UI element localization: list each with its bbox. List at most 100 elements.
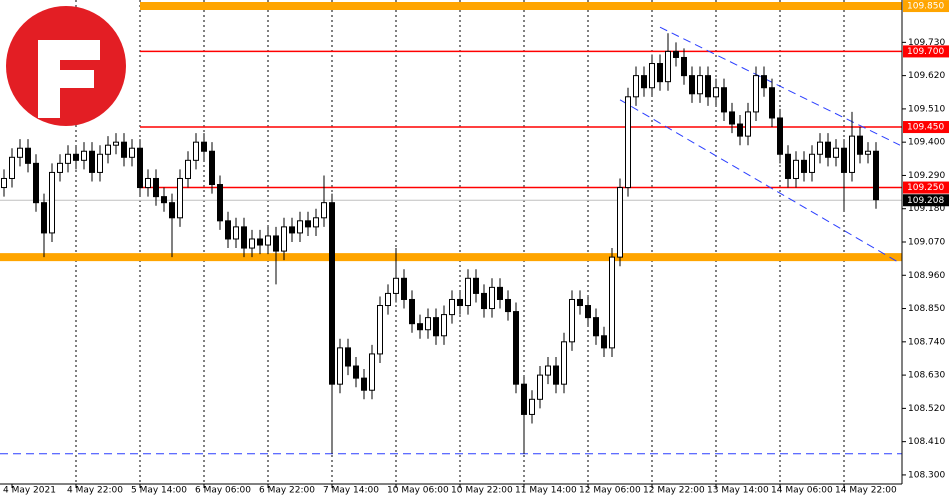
current-price-box <box>903 194 949 207</box>
candle-body <box>321 202 327 219</box>
candle-body <box>345 347 351 367</box>
candle-body <box>769 87 775 119</box>
candle-body <box>473 277 479 294</box>
candle-body <box>601 335 607 349</box>
candle-body <box>609 256 615 349</box>
level-label: 109.250 <box>907 183 944 193</box>
candle-body <box>745 111 751 137</box>
candle-body <box>849 135 855 173</box>
candle-body <box>201 141 207 152</box>
candle-body <box>873 150 879 201</box>
candle-body <box>793 159 799 179</box>
candle-body <box>697 75 703 95</box>
candle-body <box>281 226 287 252</box>
candle-body <box>489 286 495 310</box>
candle-body <box>145 177 151 189</box>
candle-body <box>801 159 807 173</box>
candle-body <box>441 314 447 337</box>
x-tick-label: 11 May 14:00 <box>515 486 577 496</box>
candle-body <box>297 220 303 234</box>
candle-body <box>785 153 791 179</box>
candle-body <box>825 141 831 158</box>
candle-body <box>465 277 471 307</box>
y-tick-label: 108.740 <box>908 337 945 347</box>
candle-body <box>729 111 735 125</box>
candle-body <box>857 135 863 155</box>
x-tick-label: 12 May 06:00 <box>579 486 641 496</box>
candle-body <box>17 147 23 158</box>
candle-body <box>57 162 63 173</box>
candle-body <box>593 317 599 337</box>
candle-body <box>521 383 527 415</box>
candle-body <box>409 298 415 325</box>
level-label-box <box>903 0 949 13</box>
candle-body <box>353 365 359 379</box>
candle-body <box>753 75 759 113</box>
candle-body <box>537 374 543 400</box>
level-label-box <box>903 45 949 58</box>
candle-body <box>193 141 199 161</box>
candle-body <box>305 220 311 228</box>
candle-body <box>25 147 31 164</box>
y-tick-label: 109.070 <box>908 238 945 248</box>
y-tick-label: 109.400 <box>908 138 945 148</box>
candle-body <box>513 311 519 385</box>
y-tick-label: 109.620 <box>908 71 945 81</box>
y-tick-label: 108.850 <box>908 304 945 314</box>
candle-body <box>361 377 367 391</box>
candle-body <box>713 87 719 98</box>
y-tick-label: 108.520 <box>908 404 945 414</box>
candle-body <box>529 398 535 415</box>
candle-body <box>329 202 335 385</box>
y-tick-label: 108.960 <box>908 271 945 281</box>
candle-body <box>841 147 847 173</box>
candle-body <box>129 147 135 158</box>
candle-body <box>169 202 175 219</box>
candle-body <box>209 150 215 186</box>
candle-body <box>73 153 79 161</box>
x-tick-label: 6 May 22:00 <box>259 486 315 496</box>
x-tick-label: 14 May 22:00 <box>835 486 897 496</box>
level-label-box <box>903 121 949 134</box>
y-tick-label: 108.630 <box>908 371 945 381</box>
x-tick-label: 4 May 22:00 <box>67 486 123 496</box>
level-label-box <box>903 181 949 194</box>
candle-body <box>41 202 47 234</box>
candle-body <box>657 63 663 83</box>
candle-body <box>49 171 55 234</box>
candle-body <box>673 50 679 58</box>
candle-body <box>137 147 143 189</box>
level-label: 109.450 <box>907 123 944 133</box>
candle-body <box>265 235 271 246</box>
x-tick-label: 12 May 22:00 <box>643 486 705 496</box>
candle-body <box>113 141 119 146</box>
candle-body <box>313 217 319 228</box>
x-tick-label: 4 May 2021 <box>3 486 56 496</box>
y-tick-label: 108.300 <box>908 470 945 480</box>
candle-body <box>377 305 383 355</box>
trendline <box>619 99 901 264</box>
trendline <box>659 26 901 146</box>
candle-body <box>65 153 71 164</box>
candle-body <box>761 75 767 89</box>
candle-body <box>105 144 111 155</box>
candle-body <box>121 141 127 158</box>
candle-body <box>153 177 159 198</box>
candle-body <box>665 50 671 83</box>
candle-body <box>393 277 399 294</box>
y-tick-label: 108.410 <box>908 437 945 447</box>
candle-body <box>385 292 391 307</box>
candle-body <box>185 159 191 179</box>
candle-body <box>241 226 247 249</box>
x-tick-label: 6 May 06:00 <box>195 486 251 496</box>
y-tick-label: 109.180 <box>908 204 945 214</box>
candle-body <box>681 56 687 77</box>
candle-body <box>225 220 231 240</box>
candle-body <box>89 150 95 173</box>
y-tick-label: 109.510 <box>908 104 945 114</box>
candle-body <box>617 187 623 258</box>
candle-body <box>641 75 647 89</box>
level-label: 109.850 <box>907 2 944 12</box>
